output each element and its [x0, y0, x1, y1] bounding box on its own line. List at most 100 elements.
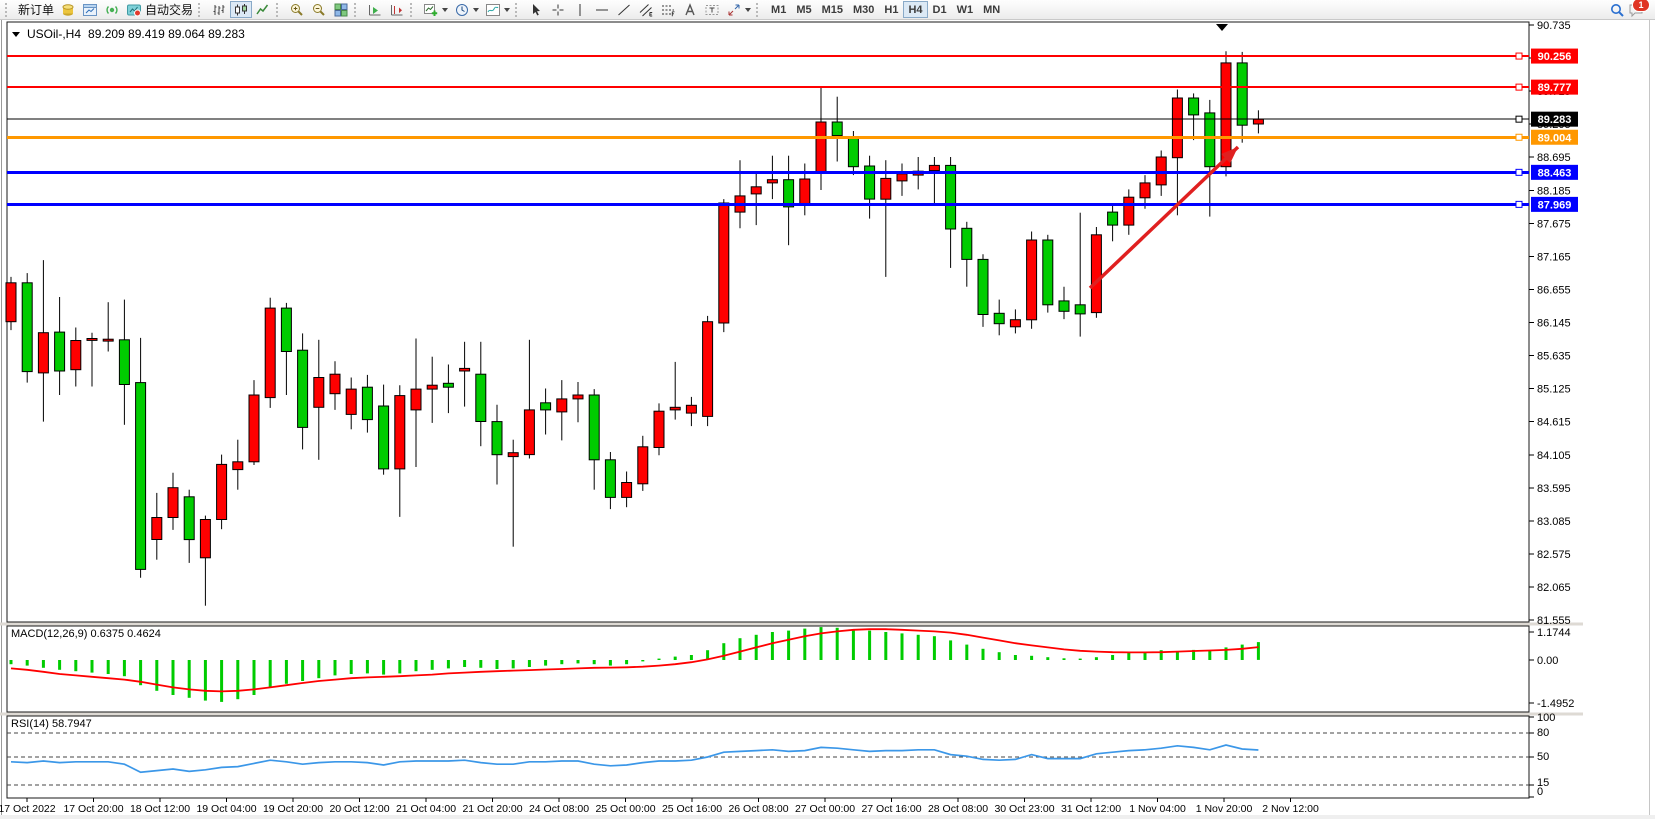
- toolbar-grip[interactable]: [410, 2, 416, 17]
- trendline-icon: [616, 2, 632, 18]
- autotrade-icon: [126, 2, 142, 18]
- signals-button[interactable]: [101, 1, 123, 18]
- chart-window-button[interactable]: [79, 1, 101, 18]
- crosshair-tool-button[interactable]: [547, 1, 569, 18]
- svg-text:83.595: 83.595: [1537, 483, 1571, 495]
- trend-arrow[interactable]: [1088, 145, 1240, 290]
- cursor-tool-button[interactable]: [525, 1, 547, 18]
- timeframe-m30-button[interactable]: M30: [848, 1, 879, 18]
- svg-text:87.675: 87.675: [1537, 218, 1571, 230]
- auto-scroll-button[interactable]: [364, 1, 386, 18]
- svg-text:82.575: 82.575: [1537, 549, 1571, 561]
- timeframe-h1-button[interactable]: H1: [879, 1, 903, 18]
- svg-text:25 Oct 00:00: 25 Oct 00:00: [595, 803, 655, 815]
- toolbar-grip[interactable]: [515, 2, 521, 17]
- svg-text:88.463: 88.463: [1538, 167, 1572, 179]
- svg-text:85.635: 85.635: [1537, 351, 1571, 363]
- svg-text:18 Oct 12:00: 18 Oct 12:00: [130, 803, 190, 815]
- add-indicator-button[interactable]: [420, 1, 451, 18]
- svg-text:15: 15: [1537, 777, 1549, 789]
- toolbar-grip[interactable]: [198, 2, 204, 17]
- svg-text:28 Oct 08:00: 28 Oct 08:00: [928, 803, 988, 815]
- svg-text:21 Oct 20:00: 21 Oct 20:00: [462, 803, 522, 815]
- svg-text:17 Oct 2022: 17 Oct 2022: [0, 803, 56, 815]
- ohlc-values: 89.209 89.419 89.064 89.283: [88, 27, 245, 41]
- toolbar-grip[interactable]: [756, 2, 762, 17]
- svg-text:0.00: 0.00: [1537, 655, 1558, 667]
- fibonacci-icon: [660, 2, 676, 18]
- symbol-period-label: USOil-,H4: [27, 27, 82, 41]
- line-chart-mode-button[interactable]: [252, 1, 274, 18]
- dropdown-arrow-icon: [473, 7, 480, 12]
- crosshair-icon: [552, 4, 564, 15]
- timeframe-mn-button[interactable]: MN: [978, 1, 1005, 18]
- cursor-arrow-icon: [533, 3, 541, 15]
- toolbar-grip[interactable]: [5, 2, 11, 17]
- svg-text:27 Oct 16:00: 27 Oct 16:00: [861, 803, 921, 815]
- trendline-tool-button[interactable]: [613, 1, 635, 18]
- toolbar-grip[interactable]: [276, 2, 282, 17]
- chart-shift-button[interactable]: [386, 1, 408, 18]
- svg-text:90.735: 90.735: [1537, 20, 1571, 32]
- timeframe-w1-button[interactable]: W1: [952, 1, 979, 18]
- svg-text:30 Oct 23:00: 30 Oct 23:00: [994, 803, 1054, 815]
- dropdown-arrow-icon: [745, 7, 752, 12]
- svg-text:2 Nov 12:00: 2 Nov 12:00: [1262, 803, 1319, 815]
- notification-badge: 1: [1632, 0, 1650, 12]
- database-cylinder-icon: [60, 2, 76, 16]
- horizontal-line-tool-button[interactable]: [591, 1, 613, 18]
- trend-arrow-head: [1221, 147, 1238, 164]
- period-button[interactable]: [451, 1, 482, 18]
- timeframe-m5-button[interactable]: M5: [791, 1, 816, 18]
- svg-text:89.004: 89.004: [1538, 132, 1573, 144]
- candlestick-mode-button[interactable]: [230, 1, 253, 18]
- svg-text:84.615: 84.615: [1537, 417, 1571, 429]
- toolbar: 新订单 自动交易: [0, 0, 1655, 20]
- svg-text:-1.4952: -1.4952: [1537, 698, 1574, 710]
- text-label-icon: [704, 2, 720, 18]
- chart-title[interactable]: USOil-,H4 89.209 89.419 89.064 89.283: [12, 27, 245, 41]
- chart-shift-marker[interactable]: [1216, 24, 1228, 31]
- channel-tool-button[interactable]: [635, 1, 657, 18]
- candlestick-icon: [233, 2, 249, 18]
- fibonacci-tool-button[interactable]: [657, 1, 679, 18]
- svg-text:83.085: 83.085: [1537, 516, 1571, 528]
- history-data-button[interactable]: [57, 1, 79, 18]
- chart-dropdown-icon[interactable]: [12, 31, 20, 37]
- svg-text:89.777: 89.777: [1538, 82, 1572, 94]
- zoom-out-button[interactable]: [308, 1, 330, 18]
- svg-text:1 Nov 04:00: 1 Nov 04:00: [1129, 803, 1186, 815]
- template-icon: [485, 2, 501, 18]
- new-order-button[interactable]: 新订单: [15, 1, 57, 18]
- arrows-tool-button[interactable]: [723, 1, 754, 18]
- timeframe-m15-button[interactable]: M15: [817, 1, 848, 18]
- template-button[interactable]: [482, 1, 513, 18]
- vertical-line-icon: [572, 2, 588, 18]
- text-tool-button[interactable]: [679, 1, 701, 18]
- chat-button[interactable]: 1: [1628, 0, 1650, 18]
- tile-windows-button[interactable]: [330, 1, 352, 18]
- bar-chart-mode-button[interactable]: [208, 1, 230, 18]
- candles-series[interactable]: [5, 51, 1264, 606]
- timeframe-d1-button[interactable]: D1: [928, 1, 952, 18]
- autotrade-button[interactable]: 自动交易: [123, 1, 196, 18]
- svg-text:88.695: 88.695: [1537, 152, 1571, 164]
- rsi-indicator-label: RSI(14) 58.7947: [11, 718, 92, 730]
- svg-text:27 Oct 00:00: 27 Oct 00:00: [795, 803, 855, 815]
- svg-text:86.655: 86.655: [1537, 284, 1571, 296]
- label-tool-button[interactable]: [701, 1, 723, 18]
- svg-text:80: 80: [1537, 727, 1549, 739]
- search-button[interactable]: [1606, 1, 1628, 18]
- svg-text:21 Oct 04:00: 21 Oct 04:00: [396, 803, 456, 815]
- zoom-in-icon: [289, 2, 305, 18]
- timeframe-m1-button[interactable]: M1: [766, 1, 791, 18]
- timeframe-h4-button[interactable]: H4: [903, 1, 928, 18]
- zoom-in-button[interactable]: [286, 1, 308, 18]
- svg-text:1 Nov 20:00: 1 Nov 20:00: [1196, 803, 1253, 815]
- toolbar-grip[interactable]: [354, 2, 360, 17]
- vertical-line-tool-button[interactable]: [569, 1, 591, 18]
- svg-text:87.969: 87.969: [1538, 199, 1572, 211]
- arrow-symbols-icon: [726, 2, 742, 18]
